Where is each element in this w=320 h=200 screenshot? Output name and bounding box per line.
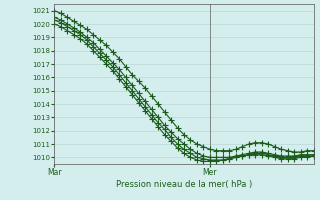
X-axis label: Pression niveau de la mer( hPa ): Pression niveau de la mer( hPa ) — [116, 180, 252, 189]
